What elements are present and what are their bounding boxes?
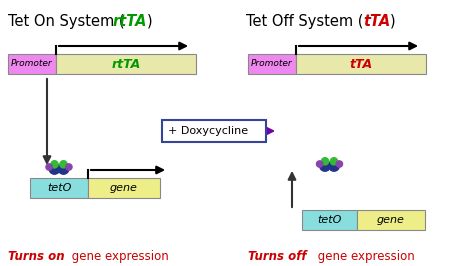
- Text: Turns off: Turns off: [248, 250, 307, 263]
- Circle shape: [66, 164, 72, 170]
- Bar: [248, 54, 296, 74]
- Bar: [302, 210, 357, 230]
- Text: Turns on: Turns on: [8, 250, 64, 263]
- Circle shape: [328, 160, 339, 171]
- Bar: [8, 54, 56, 74]
- Bar: [357, 210, 425, 230]
- Circle shape: [336, 161, 343, 167]
- Bar: [88, 178, 160, 198]
- Text: rtTA: rtTA: [111, 57, 141, 70]
- Circle shape: [60, 161, 67, 168]
- Text: tTA: tTA: [363, 14, 390, 29]
- Bar: [30, 178, 88, 198]
- Bar: [56, 54, 196, 74]
- Text: gene: gene: [377, 215, 405, 225]
- Bar: [296, 54, 426, 74]
- Text: ): ): [147, 14, 153, 29]
- Text: tetO: tetO: [47, 183, 71, 193]
- Text: tTA: tTA: [349, 57, 373, 70]
- Text: gene expression: gene expression: [68, 250, 169, 263]
- Text: gene: gene: [110, 183, 138, 193]
- Text: gene expression: gene expression: [314, 250, 415, 263]
- Circle shape: [319, 160, 330, 171]
- Text: Promoter: Promoter: [11, 60, 53, 69]
- Text: rtTA: rtTA: [113, 14, 147, 29]
- Circle shape: [317, 161, 323, 167]
- Circle shape: [58, 163, 69, 174]
- Text: ): ): [390, 14, 396, 29]
- Circle shape: [51, 161, 58, 168]
- Text: Tet On System (: Tet On System (: [8, 14, 125, 29]
- Bar: [162, 120, 266, 142]
- Text: Promoter: Promoter: [251, 60, 293, 69]
- Text: + Doxycycline: + Doxycycline: [168, 126, 248, 136]
- Circle shape: [49, 163, 60, 174]
- Circle shape: [46, 164, 52, 170]
- Text: tetO: tetO: [317, 215, 342, 225]
- Circle shape: [330, 158, 337, 165]
- Text: Tet Off System (: Tet Off System (: [246, 14, 364, 29]
- Circle shape: [321, 158, 328, 165]
